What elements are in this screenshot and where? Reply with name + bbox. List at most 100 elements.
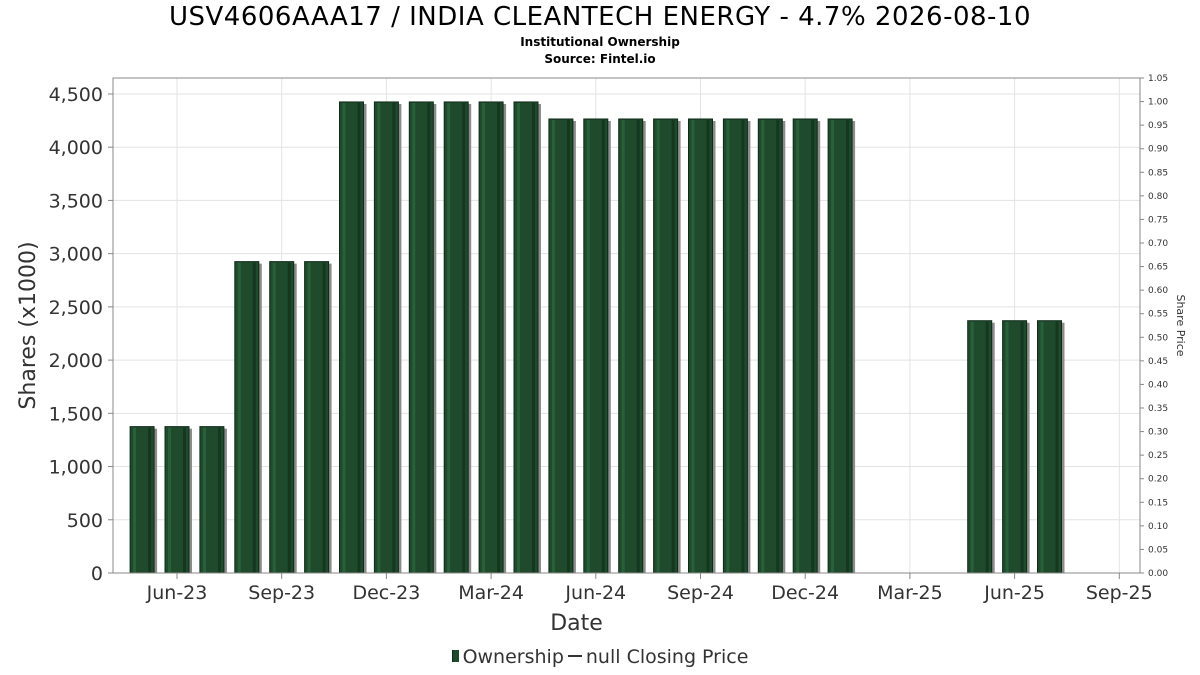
bar-highlight	[691, 119, 695, 573]
bar-edge	[427, 102, 431, 574]
bar-highlight	[726, 119, 730, 573]
y2-tick-label: 0.20	[1148, 475, 1168, 485]
bar-edge	[287, 262, 291, 573]
chart-subtitle: Institutional Ownership	[520, 35, 680, 49]
bar-highlight	[307, 262, 311, 573]
bar-highlight	[377, 102, 381, 574]
bar-edge	[566, 119, 570, 573]
price-line-icon	[567, 655, 582, 657]
y-tick-label: 0	[91, 563, 103, 585]
bar-highlight	[237, 262, 241, 573]
bar-edge	[217, 427, 221, 573]
x-tick-label: Dec-24	[771, 582, 839, 604]
y-tick-label: 3,000	[49, 244, 103, 266]
bar	[443, 101, 472, 574]
bar-edge	[532, 102, 535, 574]
bar-edge	[776, 119, 780, 573]
legend-ownership: Ownership	[462, 646, 564, 668]
y2-tick-label: 0.70	[1148, 239, 1168, 249]
bar-highlight	[412, 102, 416, 574]
chart-source: Source: Fintel.io	[544, 52, 656, 66]
bar	[548, 118, 576, 574]
x-tick-label: Jun-25	[983, 582, 1045, 604]
bar-highlight	[970, 321, 974, 573]
y2-tick-label: 0.65	[1148, 263, 1168, 273]
y2-tick-label: 0.15	[1148, 498, 1168, 508]
bar-highlight	[168, 427, 171, 573]
bar-edge	[601, 119, 605, 573]
bar	[304, 261, 332, 574]
bar	[408, 101, 437, 574]
y-axis-ticks: 0 500 1,000 1,500 2,000 2,500 3,000 3,500 4,000 4…	[49, 84, 113, 585]
bar	[513, 101, 541, 574]
bar	[164, 426, 192, 574]
bar	[583, 118, 611, 574]
y2-tick-label: 0.30	[1148, 428, 1168, 438]
y2-tick-label: 0.25	[1148, 451, 1168, 461]
bar	[653, 118, 681, 574]
y-tick-label: 2,000	[49, 350, 103, 372]
y-tick-label: 500	[67, 510, 103, 532]
bar-highlight	[656, 119, 660, 573]
y2-tick-label: 0.50	[1148, 333, 1168, 343]
y2-tick-label: 0.75	[1148, 215, 1168, 225]
bar-highlight	[133, 427, 137, 573]
x-tick-label: Mar-24	[458, 582, 524, 604]
bar-edge	[252, 262, 256, 573]
bar	[827, 118, 856, 574]
y2-tick-label: 0.40	[1148, 380, 1168, 390]
bar-highlight	[1005, 321, 1009, 573]
plot-frame	[112, 77, 1141, 574]
y2-axis-label: Share Price	[1174, 294, 1187, 356]
y2-tick-label: 0.05	[1148, 545, 1168, 555]
chart-title: USV4606AAA17 / INDIA CLEANTECH ENERGY - …	[168, 2, 1032, 32]
bar	[199, 426, 227, 574]
x-tick-label: Jun-24	[564, 582, 626, 604]
bar-highlight	[342, 102, 346, 574]
bar-edge	[671, 119, 675, 573]
bar	[339, 101, 367, 574]
y-tick-label: 1,500	[49, 403, 103, 425]
y2-tick-label: 0.00	[1148, 569, 1168, 579]
bar-highlight	[202, 427, 206, 573]
bar-highlight	[621, 119, 625, 573]
bar-edge	[741, 119, 745, 573]
y2-axis-ticks: 0.00 0.05 0.10 0.15 0.20 0.25 0.30 0.35 0.40 0.45…	[1140, 74, 1168, 579]
bar-highlight	[482, 102, 486, 574]
y-tick-label: 1,000	[49, 457, 103, 479]
bar	[373, 101, 402, 574]
bar-highlight	[796, 119, 800, 573]
bar-highlight	[272, 262, 276, 573]
y-tick-label: 4,000	[49, 137, 103, 159]
bar-edge	[636, 119, 640, 573]
x-tick-label: Sep-24	[667, 582, 734, 604]
bar	[1037, 320, 1065, 574]
bar-edge	[811, 119, 815, 573]
bar	[269, 261, 297, 574]
x-tick-label: Mar-25	[877, 582, 943, 604]
y-tick-label: 2,500	[49, 297, 103, 319]
y2-tick-label: 0.35	[1148, 404, 1168, 414]
bar	[967, 320, 995, 574]
bar	[792, 118, 821, 574]
y2-tick-label: 0.10	[1148, 522, 1168, 532]
y-tick-label: 3,500	[49, 190, 103, 212]
bar-highlight	[447, 102, 451, 574]
bars-group	[129, 101, 1065, 574]
bar-highlight	[551, 119, 555, 573]
bar-edge	[357, 102, 361, 574]
bar-edge	[322, 262, 326, 573]
bar	[1002, 320, 1030, 574]
bar-edge	[183, 427, 186, 573]
bar-edge	[846, 119, 850, 573]
bar-edge	[462, 102, 466, 574]
y2-tick-label: 0.95	[1148, 121, 1168, 131]
bar-edge	[706, 119, 710, 573]
bar	[234, 261, 262, 574]
bar-edge	[392, 102, 396, 574]
bar	[618, 118, 646, 574]
bar	[688, 118, 716, 574]
bar-edge	[1020, 321, 1024, 573]
y2-tick-label: 0.55	[1148, 310, 1168, 320]
ownership-swatch-icon	[451, 650, 459, 662]
